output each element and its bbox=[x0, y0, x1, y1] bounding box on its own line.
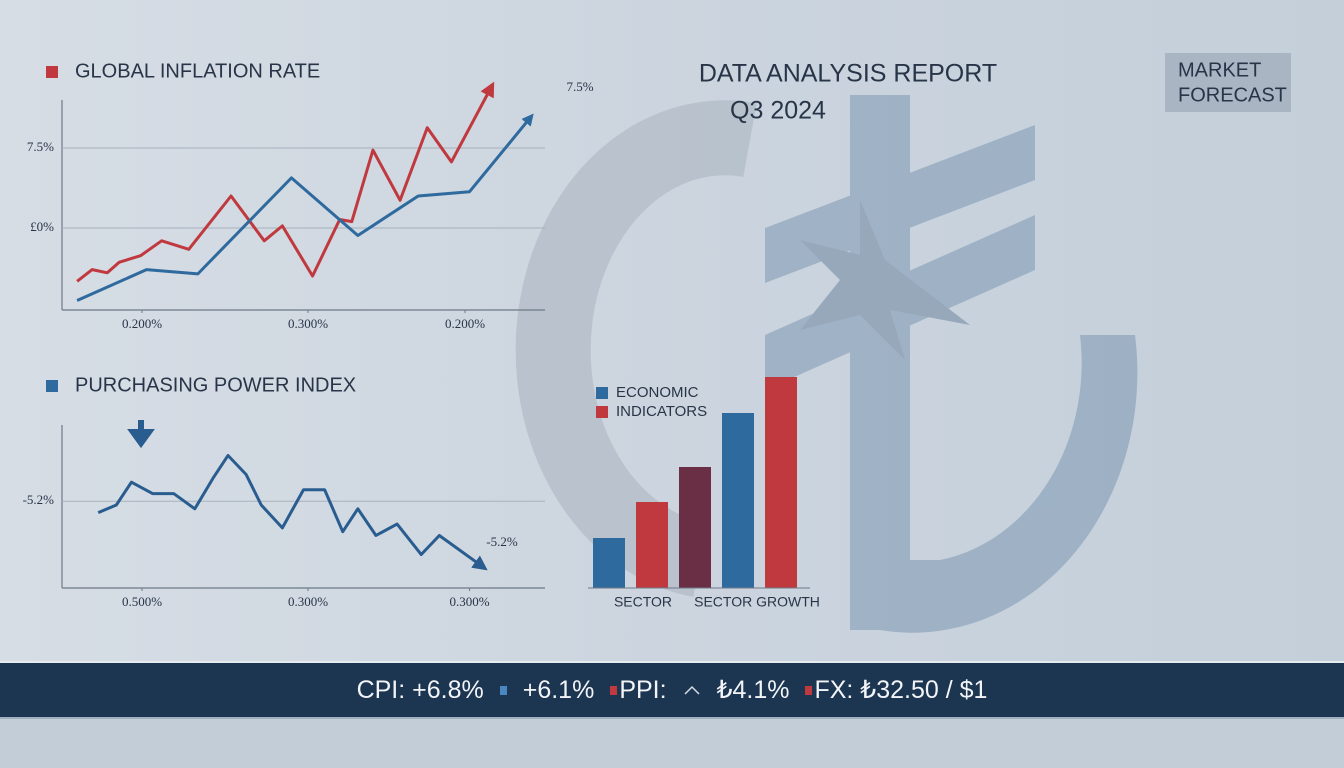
legend-swatch bbox=[596, 387, 608, 399]
legend-label: ECONOMIC bbox=[616, 384, 699, 401]
line-series bbox=[76, 113, 534, 302]
ticker-item: PPI: bbox=[619, 675, 667, 704]
ticker-item: +6.1% bbox=[522, 675, 595, 704]
x-tick-label: 0.200% bbox=[122, 316, 162, 331]
ticker-item: CPI: +6.8% bbox=[356, 675, 484, 704]
ticker-bar: CPI: +6.8% +6.1% PPI: ₺4.1% FX: ₺32.50 /… bbox=[0, 661, 1344, 719]
legend-label: INDICATORS bbox=[616, 403, 707, 420]
badge-line: FORECAST bbox=[1178, 84, 1287, 106]
badge-box bbox=[1165, 53, 1291, 112]
annotation: 7.5% bbox=[566, 79, 593, 94]
y-tick-label: -5.2% bbox=[23, 492, 55, 507]
legend-swatch bbox=[46, 66, 58, 78]
x-tick-label: 0.300% bbox=[288, 316, 328, 331]
chart-title: PURCHASING POWER INDEX bbox=[75, 374, 356, 396]
canvas: DATA ANALYSIS REPORT Q3 2024 MARKET FORE… bbox=[23, 53, 1291, 633]
background-emblem bbox=[515, 95, 1138, 633]
y-tick-label: £0% bbox=[30, 219, 54, 234]
y-tick-label: 7.5% bbox=[27, 139, 54, 154]
legend-swatch bbox=[596, 406, 608, 418]
x-tick-label: 0.300% bbox=[288, 594, 328, 609]
bar bbox=[593, 538, 625, 588]
line-series bbox=[76, 81, 495, 283]
ticker-item: FX: ₺32.50 / $1 bbox=[814, 676, 988, 704]
footer-strip bbox=[0, 719, 1344, 768]
x-tick-label: SECTOR GROWTH bbox=[694, 594, 820, 610]
bar bbox=[636, 502, 668, 588]
separator bbox=[805, 685, 813, 695]
ticker-item: ₺4.1% bbox=[716, 676, 790, 704]
chart-title: GLOBAL INFLATION RATE bbox=[75, 60, 320, 82]
report-title: DATA ANALYSIS REPORT bbox=[699, 60, 997, 88]
line-series bbox=[97, 453, 488, 571]
separator bbox=[499, 685, 507, 695]
bar bbox=[679, 467, 711, 588]
annotation: -5.2% bbox=[486, 534, 518, 549]
separator bbox=[610, 685, 618, 695]
legend-swatch bbox=[46, 380, 58, 392]
separator-icon bbox=[684, 685, 700, 695]
bar bbox=[765, 377, 797, 588]
x-tick-label: 0.500% bbox=[122, 594, 162, 609]
report-subtitle: Q3 2024 bbox=[730, 97, 826, 125]
x-tick-label: 0.200% bbox=[445, 316, 485, 331]
x-tick-label: SECTOR bbox=[614, 594, 672, 610]
bar bbox=[722, 413, 754, 588]
x-tick-label: 0.300% bbox=[449, 594, 489, 609]
badge-line: MARKET bbox=[1178, 59, 1261, 81]
down-arrow-icon bbox=[127, 420, 155, 449]
